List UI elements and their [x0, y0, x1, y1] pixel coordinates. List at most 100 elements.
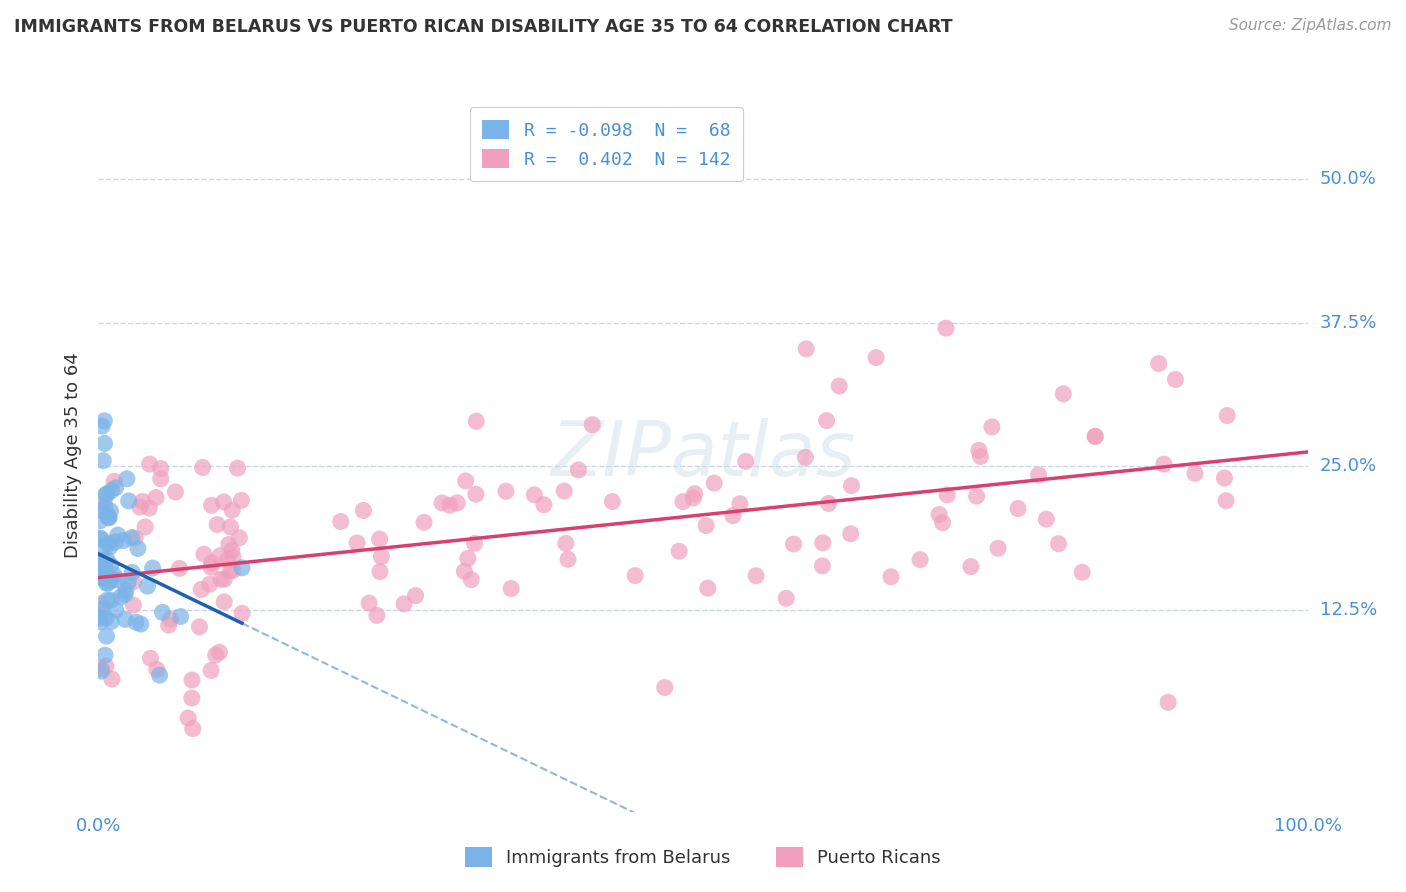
- Point: [218, 537, 240, 551]
- Point: [439, 498, 461, 512]
- Point: [96, 629, 118, 643]
- Point: [841, 478, 863, 492]
- Point: [208, 645, 231, 659]
- Point: [935, 321, 957, 335]
- Point: [839, 526, 862, 541]
- Point: [90, 566, 112, 580]
- Point: [987, 541, 1010, 556]
- Point: [129, 617, 152, 632]
- Point: [115, 472, 138, 486]
- Point: [581, 417, 603, 432]
- Point: [97, 509, 120, 524]
- Point: [464, 487, 486, 501]
- Point: [94, 611, 117, 625]
- Point: [200, 664, 222, 678]
- Point: [204, 648, 226, 662]
- Point: [624, 568, 647, 582]
- Point: [90, 661, 112, 675]
- Point: [177, 711, 200, 725]
- Point: [100, 574, 122, 588]
- Point: [124, 531, 146, 545]
- Point: [966, 489, 988, 503]
- Point: [931, 516, 953, 530]
- Point: [1184, 467, 1206, 481]
- Point: [110, 590, 132, 604]
- Point: [430, 496, 453, 510]
- Point: [89, 514, 111, 528]
- Point: [453, 564, 475, 578]
- Point: [980, 420, 1002, 434]
- Point: [107, 573, 129, 587]
- Point: [228, 531, 250, 545]
- Point: [149, 461, 172, 475]
- Point: [745, 568, 768, 582]
- Point: [94, 539, 117, 553]
- Text: 25.0%: 25.0%: [1320, 458, 1376, 475]
- Point: [811, 558, 834, 573]
- Point: [104, 535, 127, 549]
- Point: [200, 556, 222, 570]
- Point: [190, 582, 212, 597]
- Point: [181, 722, 204, 736]
- Point: [96, 552, 118, 566]
- Point: [93, 414, 115, 428]
- Text: ZIPatlas: ZIPatlas: [550, 418, 856, 491]
- Point: [366, 608, 388, 623]
- Point: [107, 528, 129, 542]
- Point: [112, 533, 135, 548]
- Point: [794, 450, 817, 465]
- Point: [128, 500, 150, 514]
- Point: [1153, 457, 1175, 471]
- Point: [136, 579, 159, 593]
- Point: [125, 615, 148, 630]
- Point: [721, 508, 744, 523]
- Point: [1047, 537, 1070, 551]
- Text: 12.5%: 12.5%: [1320, 601, 1376, 619]
- Point: [936, 488, 959, 502]
- Point: [97, 536, 120, 550]
- Point: [91, 602, 114, 616]
- Point: [152, 605, 174, 619]
- Point: [703, 476, 725, 491]
- Legend: Immigrants from Belarus, Puerto Ricans: Immigrants from Belarus, Puerto Ricans: [458, 839, 948, 874]
- Point: [188, 620, 211, 634]
- Point: [928, 508, 950, 522]
- Point: [100, 483, 122, 498]
- Point: [134, 520, 156, 534]
- Point: [90, 570, 112, 584]
- Point: [1164, 372, 1187, 386]
- Point: [169, 561, 191, 575]
- Point: [114, 612, 136, 626]
- Point: [91, 555, 114, 569]
- Point: [96, 576, 118, 591]
- Point: [392, 597, 415, 611]
- Point: [142, 561, 165, 575]
- Point: [222, 564, 245, 578]
- Point: [181, 673, 204, 687]
- Point: [114, 587, 136, 601]
- Point: [104, 481, 127, 495]
- Point: [101, 672, 124, 686]
- Point: [122, 574, 145, 589]
- Point: [94, 659, 117, 673]
- Point: [865, 351, 887, 365]
- Point: [209, 549, 232, 563]
- Text: Source: ZipAtlas.com: Source: ZipAtlas.com: [1229, 18, 1392, 33]
- Point: [654, 681, 676, 695]
- Point: [159, 612, 181, 626]
- Point: [1157, 695, 1180, 709]
- Point: [191, 460, 214, 475]
- Point: [969, 450, 991, 464]
- Point: [523, 488, 546, 502]
- Point: [1213, 471, 1236, 485]
- Point: [828, 379, 851, 393]
- Point: [446, 496, 468, 510]
- Point: [157, 618, 180, 632]
- Point: [231, 493, 253, 508]
- Point: [1216, 409, 1239, 423]
- Point: [460, 573, 482, 587]
- Point: [205, 517, 228, 532]
- Point: [94, 648, 117, 662]
- Point: [960, 559, 983, 574]
- Point: [89, 552, 111, 566]
